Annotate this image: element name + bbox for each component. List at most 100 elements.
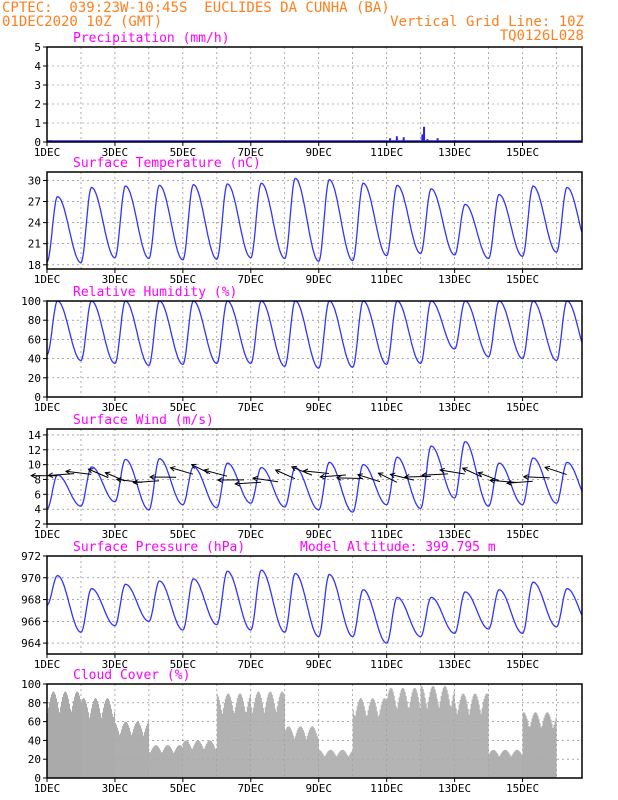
wind-arrow-head (30, 472, 36, 479)
wind-arrow-head (389, 472, 396, 479)
cloud-bar (490, 751, 492, 778)
cloud-bar (116, 727, 118, 778)
x-tick-label: 1DEC (34, 782, 61, 795)
cloud-bar (213, 746, 215, 778)
cloud-bar (356, 706, 358, 778)
cloud-bar (186, 740, 188, 778)
cloud-bar (475, 694, 477, 778)
x-tick-label: 1DEC (34, 273, 61, 286)
cloud-bar (271, 694, 273, 778)
cloud-bar (106, 698, 108, 778)
cloud-bar (157, 746, 159, 778)
cloud-bar (140, 728, 142, 778)
cloud-bar (70, 709, 71, 778)
cloud-bar (397, 702, 399, 778)
cloud-bar (389, 688, 391, 778)
x-tick-label: 3DEC (102, 401, 129, 414)
cloud-bar (320, 751, 322, 778)
cloud-bar (428, 696, 430, 778)
cloud-bar (66, 692, 67, 778)
cloud-bar (185, 740, 187, 778)
cloud-bar (262, 707, 264, 778)
panel-frame (46, 683, 583, 779)
cloud-bar (218, 700, 220, 778)
cloud-bar (235, 702, 237, 778)
cloud-bar (412, 689, 414, 778)
cloud-bar (392, 691, 394, 778)
cloud-bar (502, 750, 504, 778)
x-tick-label: 7DEC (238, 273, 265, 286)
cloud-bar (550, 719, 552, 778)
cloud-bar (368, 705, 370, 778)
wind-arrow-head (190, 463, 197, 469)
y-tick-label: 12 (28, 444, 41, 457)
cloud-bar (189, 745, 191, 778)
precip-bar (402, 137, 405, 142)
cloud-bar (74, 696, 75, 778)
cloud-bar (376, 711, 378, 778)
cloud-bar (370, 699, 372, 778)
cloud-bar (367, 710, 369, 778)
x-tick-label: 1DEC (34, 658, 61, 671)
x-tick-label: 13DEC (438, 658, 471, 671)
cloud-bar (310, 726, 312, 778)
cloud-bar (425, 703, 427, 778)
cloud-bar (86, 707, 88, 778)
wind-arrow-head (489, 477, 495, 484)
cloud-bar (188, 743, 190, 778)
wind-arrow-head (403, 474, 410, 480)
cloud-bar (233, 712, 235, 778)
cloud-bar (429, 692, 431, 778)
cloud-bar (225, 695, 227, 778)
cloud-bar (50, 697, 51, 778)
cloud-bar (437, 704, 439, 778)
cloud-bar (472, 696, 474, 778)
cloud-bar (454, 703, 456, 778)
cloud-bar (69, 703, 70, 778)
cloud-bar (336, 755, 338, 778)
cloud-bar (63, 693, 64, 778)
cloud-bar (318, 749, 320, 778)
wind-arrow-head (356, 473, 363, 479)
panel-frame (46, 171, 583, 270)
wind-arrow (421, 473, 448, 476)
cloud-bar (519, 751, 521, 778)
cloud-bar (464, 696, 466, 778)
cloud-bar (322, 754, 324, 778)
cloud-bar (115, 724, 117, 778)
cloud-bar (497, 754, 499, 778)
panel-title: Surface Wind (m/s) (73, 413, 214, 428)
cloud-bar (313, 728, 315, 778)
cloud-bar (205, 743, 207, 778)
cloud-bar (103, 703, 105, 778)
cloud-bar (237, 695, 239, 778)
cloud-bar (469, 708, 471, 778)
cloud-bar (227, 693, 229, 778)
cloud-bar (136, 721, 138, 778)
cloud-bar (252, 707, 254, 778)
cloud-bar (416, 692, 418, 778)
y-tick-label: 18 (28, 259, 41, 272)
cloud-bar (130, 735, 132, 778)
cloud-bar (555, 717, 557, 778)
cloud-bar (332, 751, 334, 778)
cloud-bar (303, 732, 305, 778)
cloud-bar (347, 756, 349, 778)
cloud-bar (498, 756, 500, 778)
cloud-bar (420, 685, 422, 778)
cloud-bar (285, 728, 287, 778)
x-tick-label: 15DEC (506, 782, 539, 795)
wind-arrow (65, 470, 92, 475)
cloud-bar (349, 753, 351, 778)
cloud-bar (135, 722, 137, 778)
cloud-bar (325, 753, 327, 778)
cloud-bar (413, 687, 415, 778)
y-tick-label: 14 (28, 429, 42, 442)
wind-arrow (523, 476, 550, 479)
y-tick-label: 80 (28, 697, 41, 710)
wind-arrow-head (234, 480, 240, 487)
cloud-bar (554, 720, 556, 778)
cloud-bar (109, 704, 111, 778)
cloud-bar (345, 753, 347, 778)
